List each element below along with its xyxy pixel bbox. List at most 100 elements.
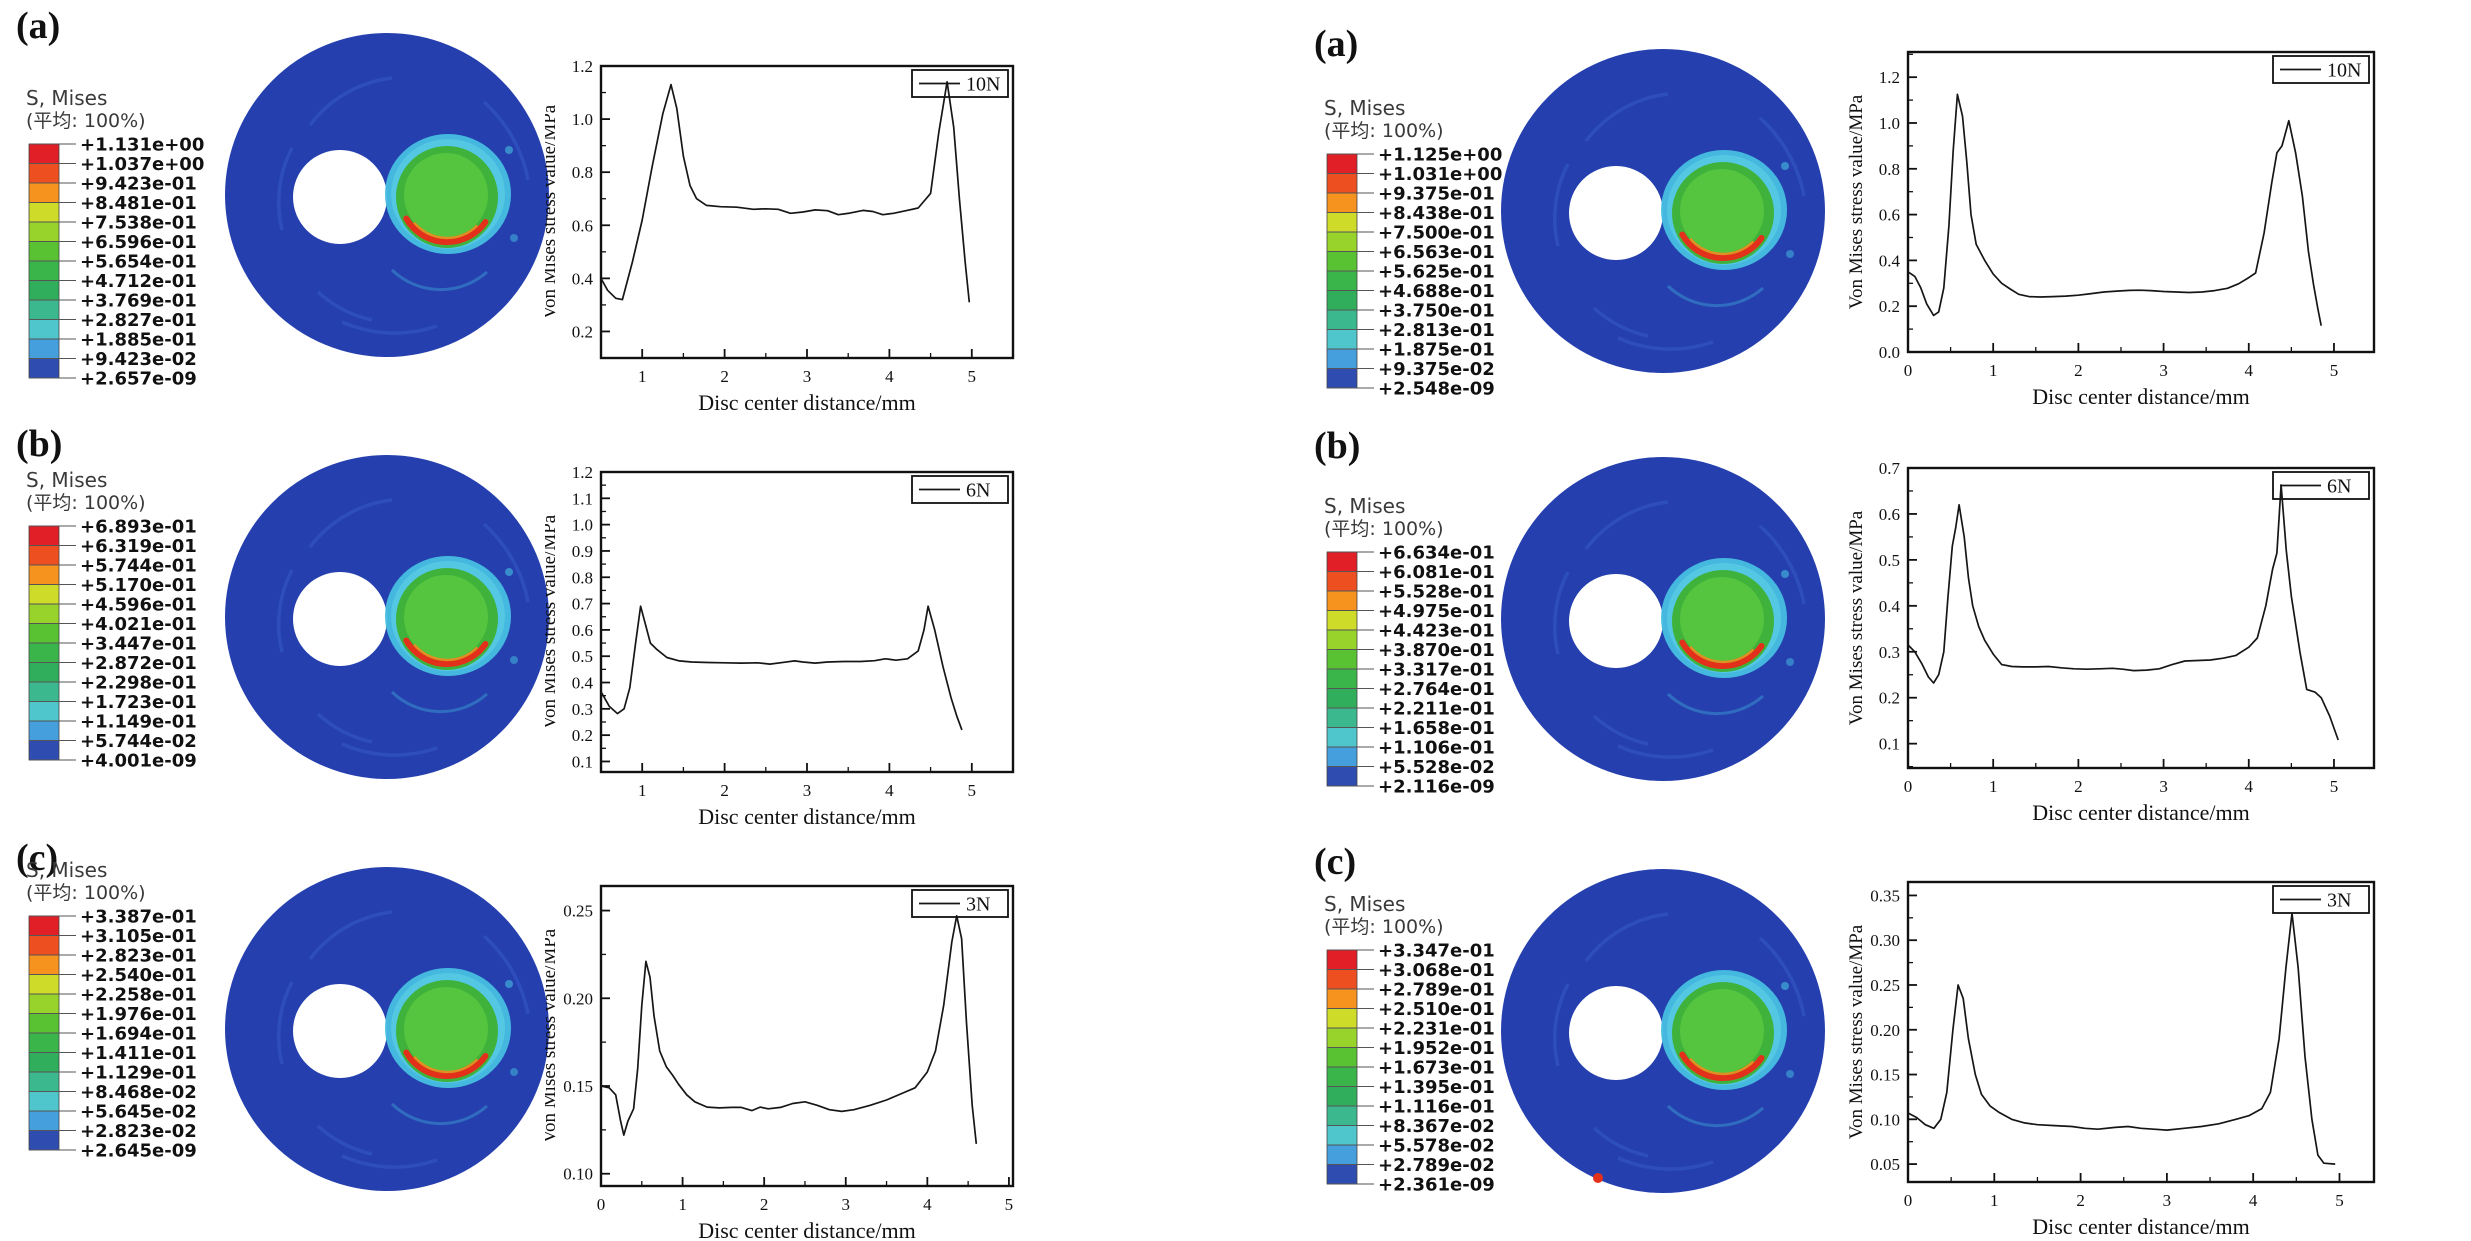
wear-trace bbox=[308, 76, 393, 127]
plot-frame bbox=[599, 470, 1015, 774]
x-tick-label: 1 bbox=[1989, 777, 1998, 796]
panel-label: (a) bbox=[16, 5, 61, 47]
y-tick-label: 0.3 bbox=[572, 700, 593, 719]
x-tick-label: 0 bbox=[1904, 361, 1913, 380]
colorbar-band bbox=[29, 339, 59, 359]
colorbar-value: +7.538e-01 bbox=[80, 213, 197, 234]
colorbar-value: +8.468e-02 bbox=[80, 1082, 197, 1103]
y-tick-label: 0.15 bbox=[1870, 1066, 1900, 1085]
colorbar-band bbox=[29, 565, 59, 585]
colorbar-value: +5.528e-01 bbox=[1378, 582, 1495, 603]
colorbar-value: +2.116e-09 bbox=[1378, 777, 1495, 795]
colorbar-svg: +1.125e+00+1.031e+00+9.375e-01+8.438e-01… bbox=[1326, 145, 1502, 400]
wear-trace bbox=[1758, 116, 1806, 197]
x-tick-label: 4 bbox=[2245, 777, 2254, 796]
series-line bbox=[600, 605, 963, 731]
colorbar-band bbox=[29, 1091, 59, 1111]
colorbar-value: +1.395e-01 bbox=[1378, 1077, 1495, 1098]
x-tick-label: 5 bbox=[1005, 1195, 1014, 1214]
wear-trace bbox=[1553, 983, 1570, 1067]
y-tick-label: 1.2 bbox=[572, 57, 593, 76]
wear-speckle bbox=[505, 568, 513, 576]
x-tick-label: 4 bbox=[885, 367, 894, 386]
disc-hole bbox=[1569, 166, 1663, 260]
wear-scar-orange-crescent bbox=[413, 221, 479, 240]
wear-trace bbox=[482, 934, 530, 1015]
x-tick-label: 0 bbox=[1904, 1191, 1913, 1210]
red-dot bbox=[1593, 1173, 1603, 1183]
colorbar-band bbox=[29, 740, 59, 760]
wear-trace bbox=[277, 569, 294, 653]
colorbar-band bbox=[1327, 1164, 1357, 1184]
colorbar-value: +2.645e-09 bbox=[80, 1141, 197, 1159]
colorbar-value: +2.872e-01 bbox=[80, 653, 197, 674]
colorbar-band bbox=[1327, 669, 1357, 689]
disc-hole bbox=[1569, 574, 1663, 668]
colorbar: +6.893e-01 +6.319e-01 +5.744e-01 +5.170e-01… bbox=[26, 517, 216, 772]
colorbar-band bbox=[1327, 212, 1357, 232]
x-tick-label: 3 bbox=[2163, 1191, 2172, 1210]
stress-colorbar-legend: S, Mises (平均: 100%) +1.131e+00 +1.037e+00… bbox=[26, 86, 216, 390]
colorbar-band bbox=[1327, 950, 1357, 970]
y-tick-label: 0.2 bbox=[1879, 689, 1900, 708]
series-line bbox=[1907, 484, 2340, 741]
colorbar-value: +6.563e-01 bbox=[1378, 242, 1495, 263]
colorbar-svg: +3.347e-01+3.068e-01+2.789e-01+2.510e-01… bbox=[1326, 941, 1495, 1196]
wear-trace bbox=[1758, 936, 1806, 1017]
plot-frame bbox=[599, 884, 1015, 1188]
colorbar-value: +2.231e-01 bbox=[1378, 1019, 1495, 1040]
y-tick-label: 0.5 bbox=[1879, 551, 1900, 570]
colorbar-value: +3.387e-01 bbox=[80, 908, 197, 928]
x-tick-label: 5 bbox=[2330, 361, 2339, 380]
colorbar-band bbox=[29, 1072, 59, 1092]
colorbar-value: +1.952e-01 bbox=[1378, 1038, 1495, 1059]
colorbar-value: +5.654e-01 bbox=[80, 252, 197, 273]
colorbar-value: +1.694e-01 bbox=[80, 1024, 197, 1045]
wear-trace bbox=[1592, 1126, 1649, 1158]
plot-frame bbox=[1906, 466, 2376, 770]
wear-trace bbox=[341, 742, 438, 757]
wear-trace bbox=[1592, 714, 1649, 746]
colorbar-band bbox=[1327, 610, 1357, 630]
colorbar-value: +5.625e-01 bbox=[1378, 262, 1495, 283]
wear-scar-orange-crescent bbox=[1689, 645, 1755, 664]
wear-scar-red-crescent bbox=[403, 637, 489, 668]
disc-contour-view bbox=[1498, 454, 1828, 789]
colorbar-band bbox=[1327, 193, 1357, 213]
y-tick-label: 0.25 bbox=[563, 902, 593, 921]
colorbar-band bbox=[29, 604, 59, 624]
wear-trace bbox=[308, 498, 393, 549]
stress-colorbar-legend: S, Mises (平均: 100%) +1.125e+00 +1.031e+00… bbox=[1324, 96, 1514, 400]
y-tick-label: 0.9 bbox=[572, 542, 593, 561]
colorbar-value: +2.827e-01 bbox=[80, 310, 197, 331]
disc-contour-svg bbox=[1501, 869, 1825, 1193]
colorbar-value: +2.258e-01 bbox=[80, 985, 197, 1006]
y-axis-title: Von Mises stress value/MPa bbox=[1846, 924, 1867, 1139]
wear-speckle bbox=[510, 656, 518, 664]
wear-speckle bbox=[1781, 570, 1789, 578]
colorbar-band bbox=[1327, 1028, 1357, 1048]
y-tick-label: 0.4 bbox=[572, 269, 594, 288]
wear-trace bbox=[341, 320, 438, 335]
colorbar-value: +2.657e-09 bbox=[80, 369, 197, 387]
series-line bbox=[1907, 912, 2336, 1165]
colorbar-band bbox=[1327, 989, 1357, 1009]
line-chart-svg: 1 2 3 4 5 0.1 0.2 0.3 0.4 0.5 0.6 0.7 0.8 0.9 1.0 1.1 1.… bbox=[539, 463, 1015, 829]
y-tick-label: 0.0 bbox=[1879, 343, 1900, 362]
colorbar-value: +2.823e-01 bbox=[80, 946, 197, 967]
colorbar-averaging: (平均: 100%) bbox=[1324, 518, 1444, 540]
x-tick-label: 0 bbox=[597, 1195, 606, 1214]
colorbar: +3.387e-01 +3.105e-01 +2.823e-01 +2.540e-01… bbox=[26, 907, 216, 1162]
colorbar-value: +3.870e-01 bbox=[1378, 640, 1495, 661]
colorbar: +3.347e-01 +3.068e-01 +2.789e-01 +2.510e-01… bbox=[1324, 941, 1514, 1196]
y-tick-label: 0.20 bbox=[1870, 1021, 1900, 1040]
wear-scar-orange-crescent bbox=[1689, 1057, 1755, 1076]
y-tick-label: 0.1 bbox=[1879, 735, 1900, 754]
results-panel: (b) S, Mises (平均: 100%) +6.634e-01 +6.081… bbox=[1236, 414, 2471, 827]
colorbar-band bbox=[29, 280, 59, 300]
colorbar-band bbox=[29, 241, 59, 261]
colorbar-value: +9.375e-01 bbox=[1378, 184, 1495, 205]
colorbar-value: +4.021e-01 bbox=[80, 614, 197, 635]
wear-scar-center bbox=[404, 153, 488, 237]
